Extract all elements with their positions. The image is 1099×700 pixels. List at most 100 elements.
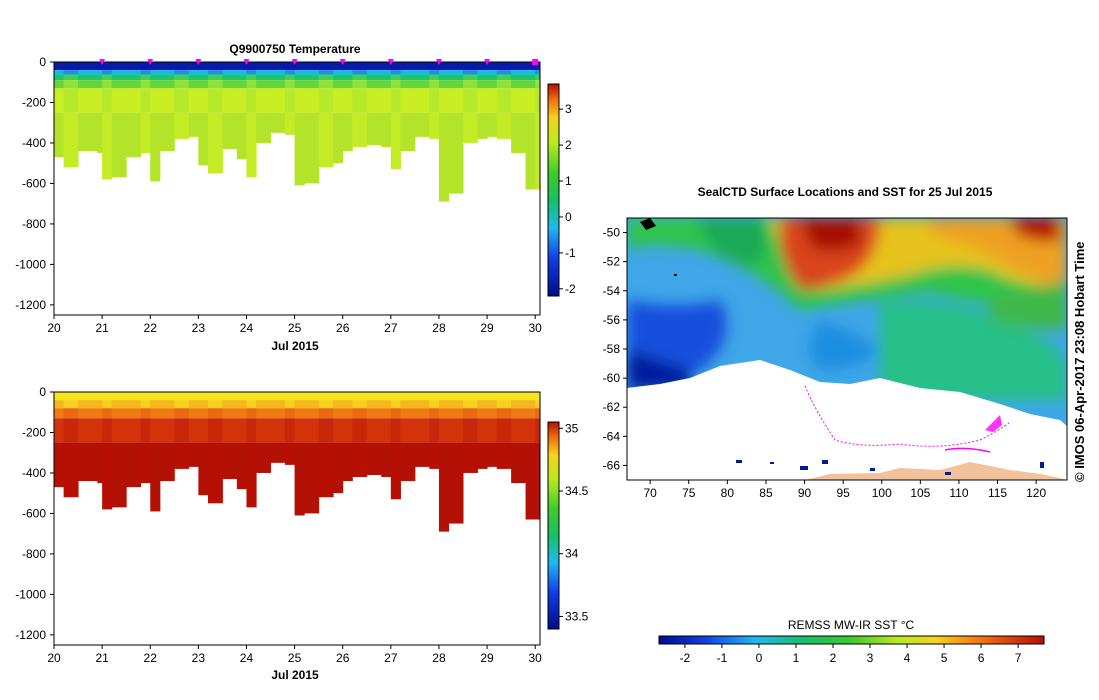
section-cell xyxy=(150,88,161,113)
section-cell xyxy=(390,408,401,419)
section-cell xyxy=(236,442,247,490)
section-cell xyxy=(284,442,296,465)
section-cell xyxy=(188,70,199,75)
section-cell xyxy=(390,418,401,443)
section-cell xyxy=(63,442,79,498)
section-cell xyxy=(381,74,392,81)
section-cell xyxy=(511,70,527,75)
section-cell xyxy=(159,88,175,113)
section-cell xyxy=(246,408,257,419)
section-cell xyxy=(126,392,142,401)
x-tick-label: 29 xyxy=(480,651,494,665)
section-cell xyxy=(150,80,161,89)
section-cell xyxy=(477,62,488,71)
section-cell xyxy=(78,392,98,401)
section-cell xyxy=(294,408,305,419)
section-cell xyxy=(429,400,440,409)
section-cell xyxy=(535,62,541,71)
section-cell xyxy=(256,80,272,89)
section-cell xyxy=(525,400,536,409)
section-cell xyxy=(246,418,257,443)
section-cell xyxy=(400,70,416,75)
section-cell xyxy=(429,70,440,75)
section-cell xyxy=(256,70,272,75)
temperature-colorbar-ticks: 3 2 1 0 -1 -2 xyxy=(559,102,576,296)
section-cell xyxy=(352,400,368,409)
section-cell xyxy=(333,88,344,113)
section-cell xyxy=(198,70,209,75)
section-cell xyxy=(477,408,488,419)
section-cell xyxy=(256,442,272,473)
section-cell xyxy=(150,408,161,419)
section-cell xyxy=(246,88,257,113)
section-cell xyxy=(150,74,161,81)
section-cell xyxy=(342,408,353,419)
section-cell xyxy=(352,418,368,443)
section-cell xyxy=(448,442,464,524)
section-cell xyxy=(487,392,498,401)
section-cell xyxy=(333,74,344,81)
section-cell xyxy=(304,74,320,81)
temperature-axes: 20 21 22 23 24 25 26 27 28 29 30 0 -200 -400 -600 -800 -… xyxy=(15,55,542,335)
x-tick-label: 29 xyxy=(480,321,494,335)
y-tick-label: -1000 xyxy=(15,587,46,601)
section-cell xyxy=(304,112,320,184)
section-cell xyxy=(414,392,430,401)
section-cell xyxy=(236,70,247,75)
section-cell xyxy=(63,392,79,401)
section-cell xyxy=(102,74,113,81)
map-x-tick-label: 100 xyxy=(872,486,892,500)
section-cell xyxy=(256,112,272,143)
section-cell xyxy=(174,88,190,113)
section-cell xyxy=(535,70,541,75)
salinity-xlabel: Jul 2015 xyxy=(271,668,319,682)
section-cell xyxy=(78,408,98,419)
map-x-tick-label: 95 xyxy=(836,486,850,500)
section-cell xyxy=(174,80,190,89)
section-cell xyxy=(126,62,142,71)
section-cell xyxy=(111,442,127,508)
cast-marker xyxy=(484,59,491,65)
section-cell xyxy=(342,88,353,113)
section-cell xyxy=(366,112,382,145)
section-cell xyxy=(342,70,353,75)
salinity-plot-frame xyxy=(53,391,541,646)
section-cell xyxy=(256,408,272,419)
section-cell xyxy=(236,112,247,160)
section-cell xyxy=(150,112,161,182)
section-cell xyxy=(270,62,286,71)
section-cell xyxy=(381,62,392,71)
section-cell xyxy=(159,392,175,401)
section-cell xyxy=(222,88,238,113)
section-cell xyxy=(414,418,430,443)
section-cell xyxy=(188,62,199,71)
y-tick-label: -400 xyxy=(22,136,46,150)
section-cell xyxy=(140,74,151,81)
section-cell xyxy=(207,418,223,443)
section-cell xyxy=(236,408,247,419)
section-cell xyxy=(381,408,392,419)
section-cell xyxy=(198,80,209,89)
section-cell xyxy=(207,88,223,113)
section-cell xyxy=(174,74,190,81)
section-cell xyxy=(188,442,199,467)
section-cell xyxy=(236,88,247,113)
section-cell xyxy=(304,70,320,75)
section-cell xyxy=(438,80,450,89)
x-tick-label: 30 xyxy=(529,651,543,665)
section-cell xyxy=(463,74,478,81)
section-cell xyxy=(284,62,296,71)
section-cell xyxy=(477,418,488,443)
section-cell xyxy=(448,418,464,443)
section-cell xyxy=(284,70,296,75)
section-cell xyxy=(284,112,296,135)
section-cell xyxy=(284,400,296,409)
section-cell xyxy=(294,400,305,409)
section-cell xyxy=(54,112,65,158)
section-cell xyxy=(97,442,103,484)
section-cell xyxy=(126,88,142,113)
imos-credit: © IMOS 06-Apr-2017 23:08 Hobart Time xyxy=(1072,241,1087,482)
section-cell xyxy=(448,70,464,75)
section-cell xyxy=(174,70,190,75)
section-cell xyxy=(366,408,382,419)
